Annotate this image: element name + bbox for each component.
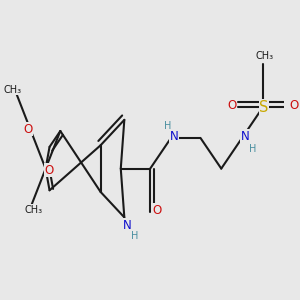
Text: H: H [131, 231, 139, 241]
Text: O: O [23, 123, 32, 136]
Text: O: O [152, 204, 161, 217]
Text: O: O [290, 99, 299, 112]
Text: O: O [227, 99, 236, 112]
Text: S: S [259, 100, 268, 115]
Text: N: N [123, 219, 132, 232]
Text: H: H [164, 121, 172, 130]
Text: N: N [241, 130, 250, 143]
Text: N: N [170, 130, 178, 143]
Text: O: O [44, 164, 53, 177]
Text: CH₃: CH₃ [4, 85, 22, 95]
Text: CH₃: CH₃ [256, 51, 274, 61]
Text: CH₃: CH₃ [25, 205, 43, 214]
Text: H: H [249, 144, 256, 154]
